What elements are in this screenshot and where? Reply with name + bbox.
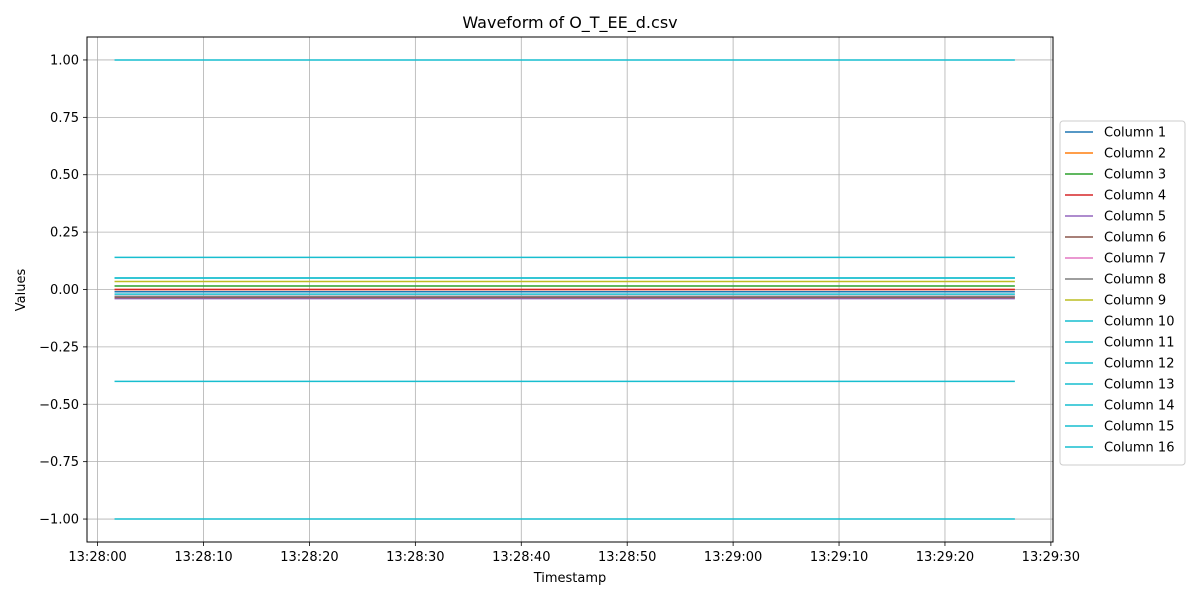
y-tick-label: −0.75 bbox=[39, 455, 79, 470]
legend-box bbox=[1059, 120, 1186, 466]
x-tick-label: 13:29:10 bbox=[810, 550, 868, 565]
legend-label: Column 15 bbox=[1104, 420, 1174, 435]
x-tick-label: 13:28:10 bbox=[174, 550, 232, 565]
x-axis-ticks: 13:28:00 13:28:10 13:28:20 13:28:30 13:28:40… bbox=[68, 542, 1080, 565]
y-tick-label: 1.00 bbox=[50, 53, 79, 68]
y-tick-label: 0.50 bbox=[50, 168, 79, 183]
x-tick-label: 13:28:40 bbox=[492, 550, 550, 565]
x-tick-label: 13:29:20 bbox=[916, 550, 974, 565]
y-tick-label: 0.75 bbox=[50, 111, 79, 126]
y-tick-label: −0.50 bbox=[39, 398, 79, 413]
y-axis-label: Values bbox=[14, 269, 29, 312]
x-tick-label: 13:28:20 bbox=[280, 550, 338, 565]
y-tick-label: −1.00 bbox=[39, 513, 79, 528]
legend-label: Column 12 bbox=[1104, 357, 1174, 372]
y-tick-label: −0.25 bbox=[39, 340, 79, 355]
legend-label: Column 16 bbox=[1104, 441, 1174, 456]
legend-label: Column 9 bbox=[1104, 294, 1166, 309]
legend-label: Column 2 bbox=[1104, 147, 1166, 162]
x-tick-label: 13:28:50 bbox=[598, 550, 656, 565]
legend-label: Column 1 bbox=[1104, 126, 1166, 141]
y-axis-ticks: 1.00 0.75 0.50 0.25 0.00 −0.25 −0.50 −0.75 −1.00 bbox=[39, 53, 87, 528]
x-tick-label: 13:29:00 bbox=[704, 550, 762, 565]
legend-label: Column 13 bbox=[1104, 378, 1174, 393]
x-tick-label: 13:28:30 bbox=[386, 550, 444, 565]
series-layer bbox=[114, 59, 1015, 520]
legend-label: Column 11 bbox=[1104, 336, 1174, 351]
legend: Column 1 Column 2 Column 3 Column 4 Column 5… bbox=[1059, 120, 1186, 466]
legend-label: Column 8 bbox=[1104, 273, 1166, 288]
y-tick-label: 0.00 bbox=[50, 283, 79, 298]
legend-label: Column 4 bbox=[1104, 189, 1166, 204]
y-tick-label: 0.25 bbox=[50, 226, 79, 241]
chart-title: Waveform of O_T_EE_d.csv bbox=[462, 13, 677, 33]
legend-label: Column 10 bbox=[1104, 315, 1174, 330]
x-axis-label: Timestamp bbox=[533, 571, 607, 586]
x-tick-label: 13:28:00 bbox=[68, 550, 126, 565]
legend-label: Column 6 bbox=[1104, 231, 1166, 246]
legend-label: Column 5 bbox=[1104, 210, 1166, 225]
x-tick-label: 13:29:30 bbox=[1022, 550, 1080, 565]
legend-label: Column 3 bbox=[1104, 168, 1166, 183]
legend-label: Column 7 bbox=[1104, 252, 1166, 267]
legend-label: Column 14 bbox=[1104, 399, 1174, 414]
